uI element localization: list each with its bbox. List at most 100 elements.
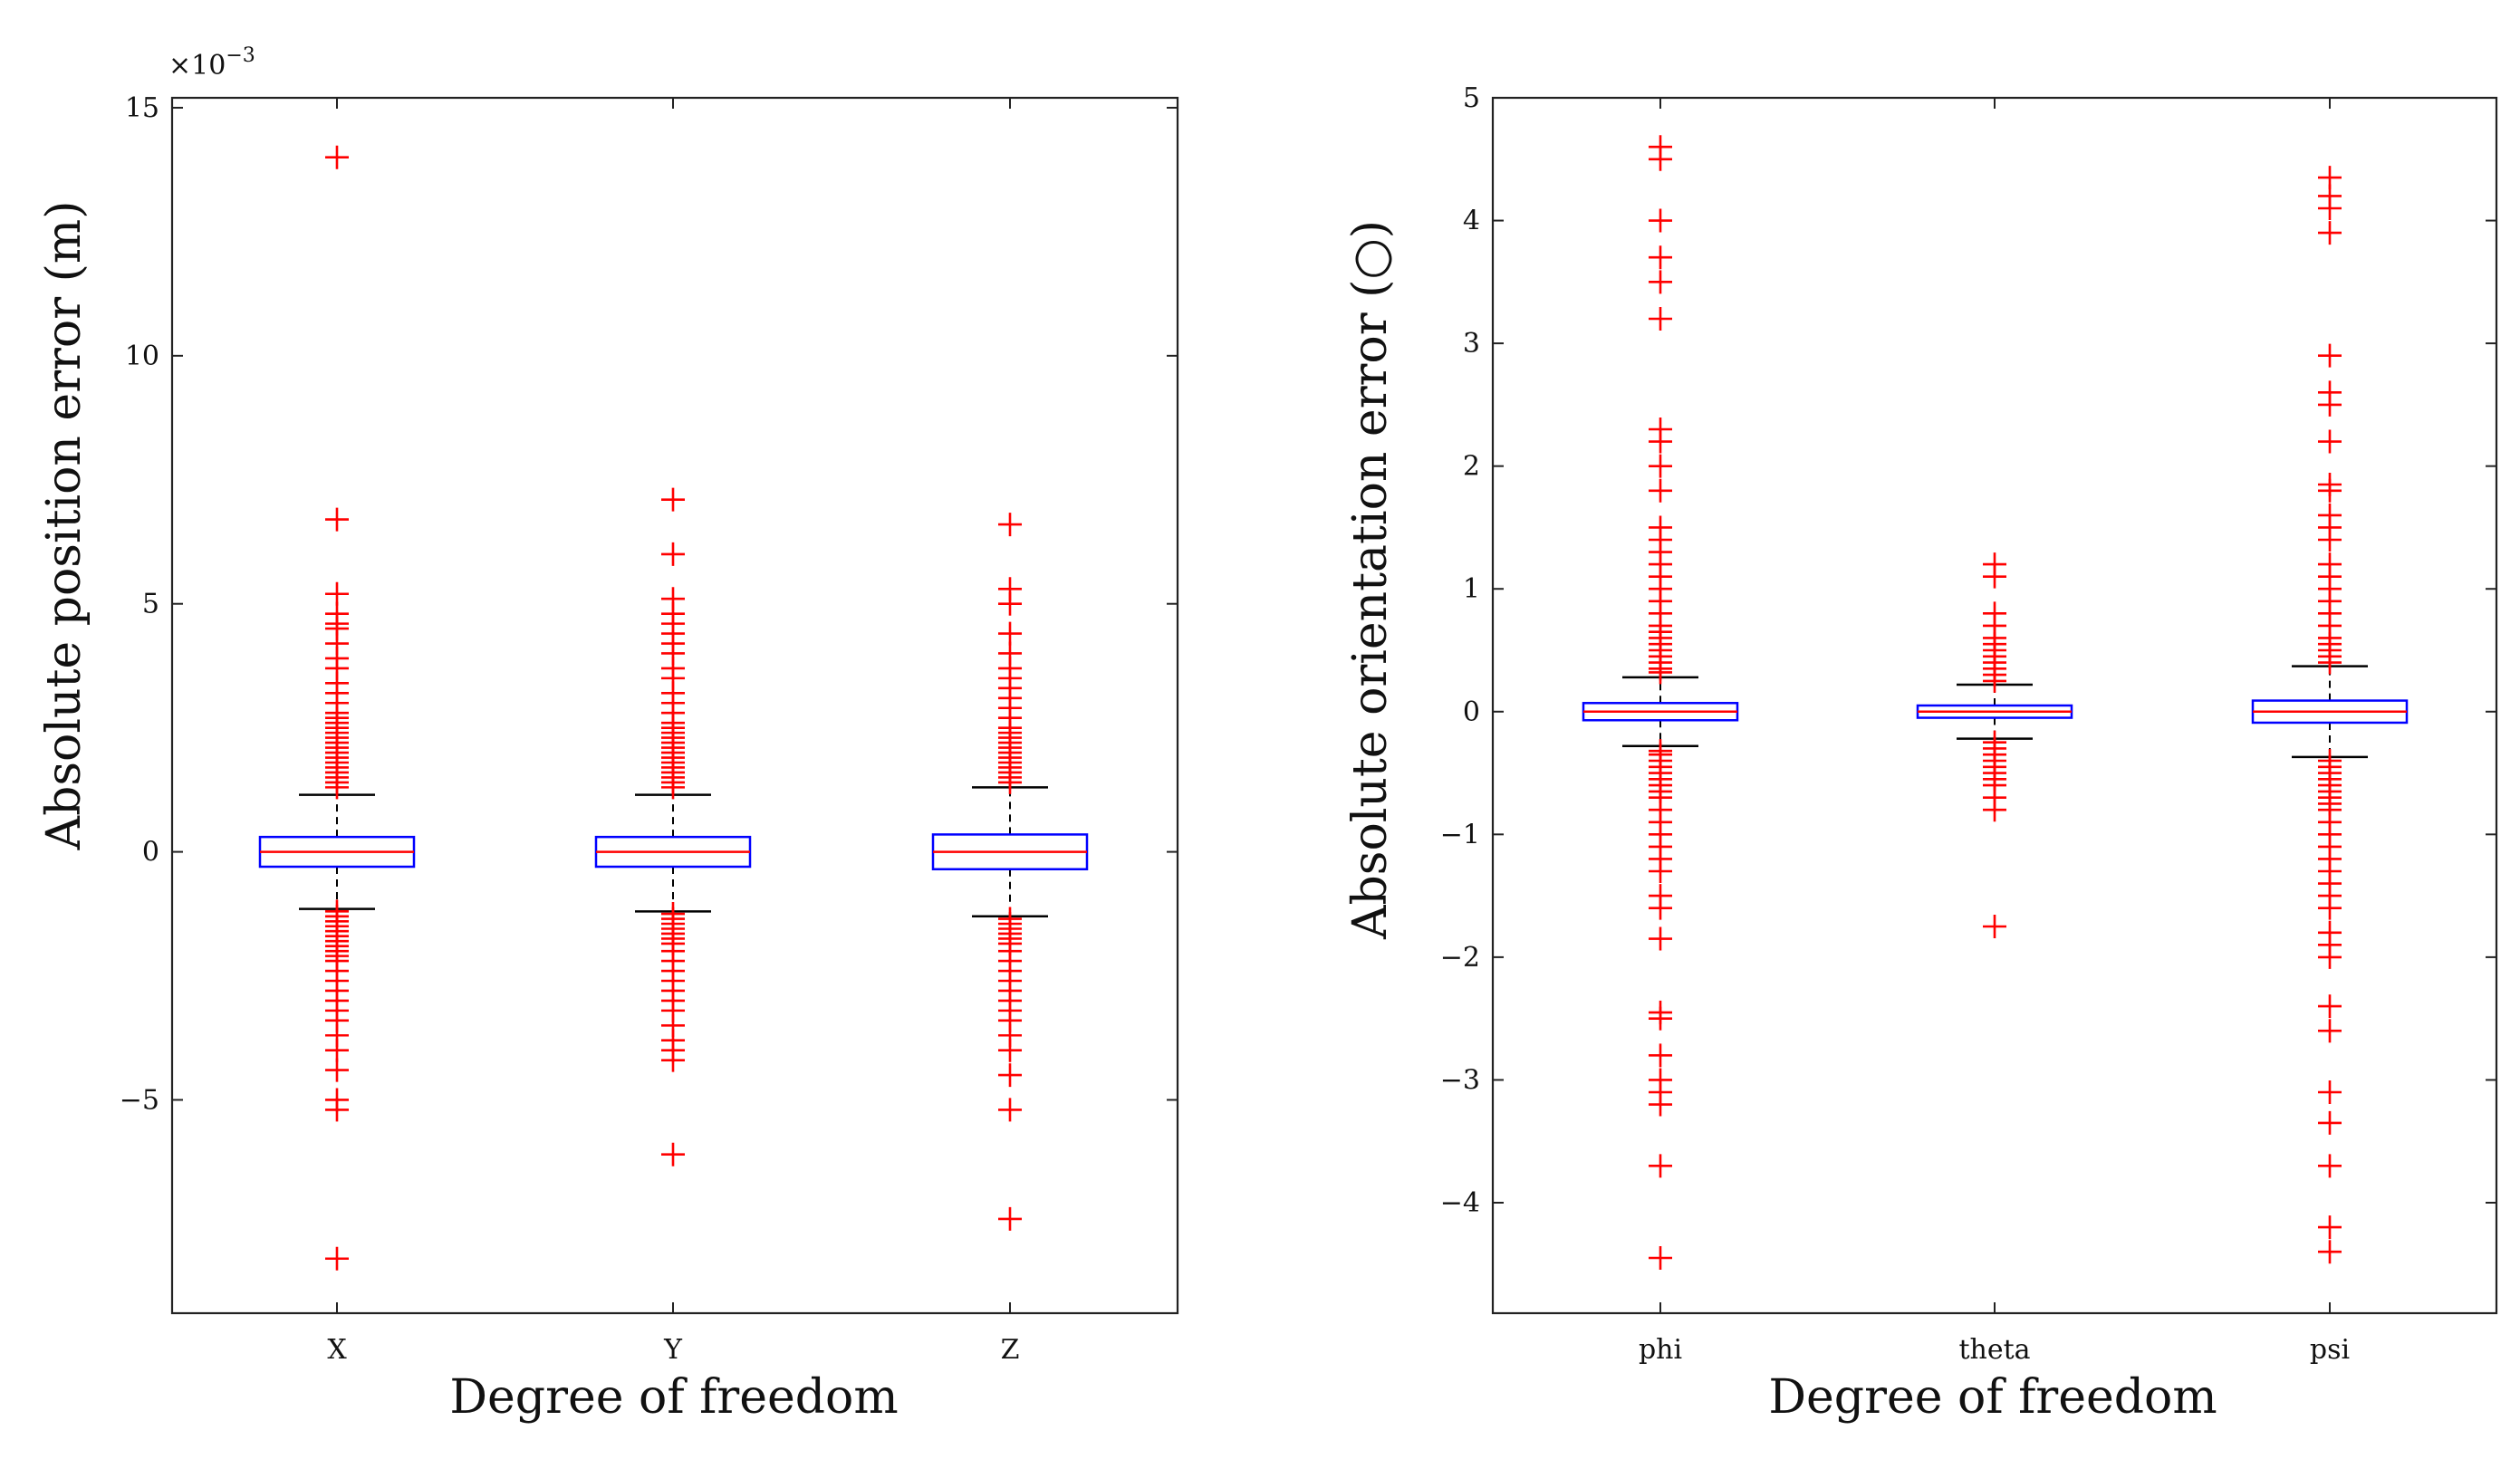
outlier-marker [1649,896,1672,920]
position-ytick-label: 10 [125,341,159,372]
position-error-marks [258,145,1089,1271]
orientation-xtick-label: phi [1639,1334,1682,1366]
outlier-marker [1649,1043,1672,1068]
outlier-marker [2318,478,2342,503]
outlier-marker [2318,1154,2342,1178]
outlier-marker [1649,270,1672,294]
position-y-axis-label: Absolute position error (m) [37,201,91,851]
orientation-box-phi [1582,135,1739,1270]
outlier-marker [998,1206,1022,1231]
orientation-ytick-label: 2 [1463,451,1480,483]
outlier-marker [661,542,685,566]
outlier-marker [2318,343,2342,368]
outlier-marker [1649,1006,1672,1031]
outlier-marker [998,591,1022,616]
outlier-marker [325,1058,349,1082]
position-ytick-label: −5 [120,1084,159,1116]
outlier-marker [2318,392,2342,417]
orientation-ytick-label: 1 [1463,573,1480,605]
position-y-exponent-base: ×10 [168,50,226,82]
outlier-marker [998,513,1022,537]
outlier-marker [998,770,1022,794]
outlier-marker [2318,528,2342,552]
position-error-panel: −5 0 5 10 15 X Y Z ×10−3 Absolute position erro… [37,44,1179,1425]
outlier-marker [661,487,685,512]
position-error-ticks: −5 0 5 10 15 X Y Z [120,92,1178,1366]
orientation-y-axis-label: Absolute orientation error (○) [1343,220,1398,940]
outlier-marker [1983,564,2006,589]
position-xtick-label: X [327,1334,347,1366]
position-error-axes-frame [170,96,1179,1315]
outlier-marker [1649,307,1672,331]
orientation-ytick-label: 0 [1463,696,1480,728]
position-box-Z [931,513,1089,1231]
orientation-error-panel: −4 −3 −2 −1 0 1 2 3 4 5 phi theta psi Absolute orien… [1343,82,2498,1425]
outlier-marker [2318,1240,2342,1264]
outlier-marker [1649,147,1672,171]
outlier-marker [2318,221,2342,245]
orientation-ytick-label: −1 [1440,819,1480,850]
position-x-axis-label: Degree of freedom [449,1370,898,1425]
position-xtick-label: Z [1001,1334,1020,1366]
orientation-error-ticks: −4 −3 −2 −1 0 1 2 3 4 5 phi theta psi [1440,82,2496,1366]
outlier-marker [661,1048,685,1072]
outlier-marker [1649,859,1672,883]
outlier-marker [661,1142,685,1166]
outlier-marker [2318,945,2342,969]
outlier-marker [1649,1154,1672,1178]
outlier-marker [1649,660,1672,685]
outlier-marker [2318,1215,2342,1240]
outlier-marker [2318,896,2342,920]
outlier-marker [2318,1019,2342,1043]
orientation-ytick-label: −4 [1440,1187,1480,1219]
orientation-box-theta [1916,552,2073,938]
outlier-marker [2318,994,2342,1019]
outlier-marker [2318,1080,2342,1104]
outlier-marker [1649,478,1672,503]
orientation-ytick-label: 4 [1463,206,1480,237]
position-y-exponent-power: −3 [226,44,255,67]
outlier-marker [2318,197,2342,220]
outlier-marker [1983,915,2006,938]
outlier-marker [1649,429,1672,454]
outlier-marker [998,1038,1022,1062]
position-box-X [258,145,416,1271]
position-ytick-label: 5 [142,589,159,620]
orientation-ytick-label: 3 [1463,328,1480,360]
outlier-marker [1983,798,2006,822]
position-xtick-label: Y [663,1334,683,1366]
orientation-x-axis-label: Degree of freedom [1768,1370,2217,1425]
orientation-error-marks [1582,135,2409,1270]
outlier-marker [2318,650,2342,675]
outlier-marker [325,775,349,800]
outlier-marker [661,775,685,800]
orientation-box-psi [2251,166,2409,1264]
outlier-marker [998,1098,1022,1122]
outlier-marker [325,145,349,169]
position-ytick-label: 15 [125,92,159,124]
position-ytick-label: 0 [142,837,159,869]
outlier-marker [1649,1246,1672,1270]
outlier-marker [325,507,349,532]
outlier-marker [1649,208,1672,233]
outlier-marker [1649,454,1672,478]
outlier-marker [998,1063,1022,1088]
position-box-Y [594,487,752,1166]
outlier-marker [1649,245,1672,270]
orientation-xtick-label: theta [1958,1334,2030,1366]
orientation-ytick-label: −3 [1440,1064,1480,1096]
outlier-marker [998,621,1022,646]
orientation-ytick-label: −2 [1440,942,1480,974]
outlier-marker [325,1246,349,1271]
outlier-marker [1649,1092,1672,1117]
outlier-marker [325,581,349,606]
outlier-marker [1983,668,2006,693]
position-y-exponent: ×10−3 [168,44,255,82]
orientation-ytick-label: 5 [1463,82,1480,114]
outlier-marker [325,1038,349,1062]
outlier-marker [2318,429,2342,454]
outlier-marker [2318,1110,2342,1135]
outlier-marker [1649,926,1672,951]
